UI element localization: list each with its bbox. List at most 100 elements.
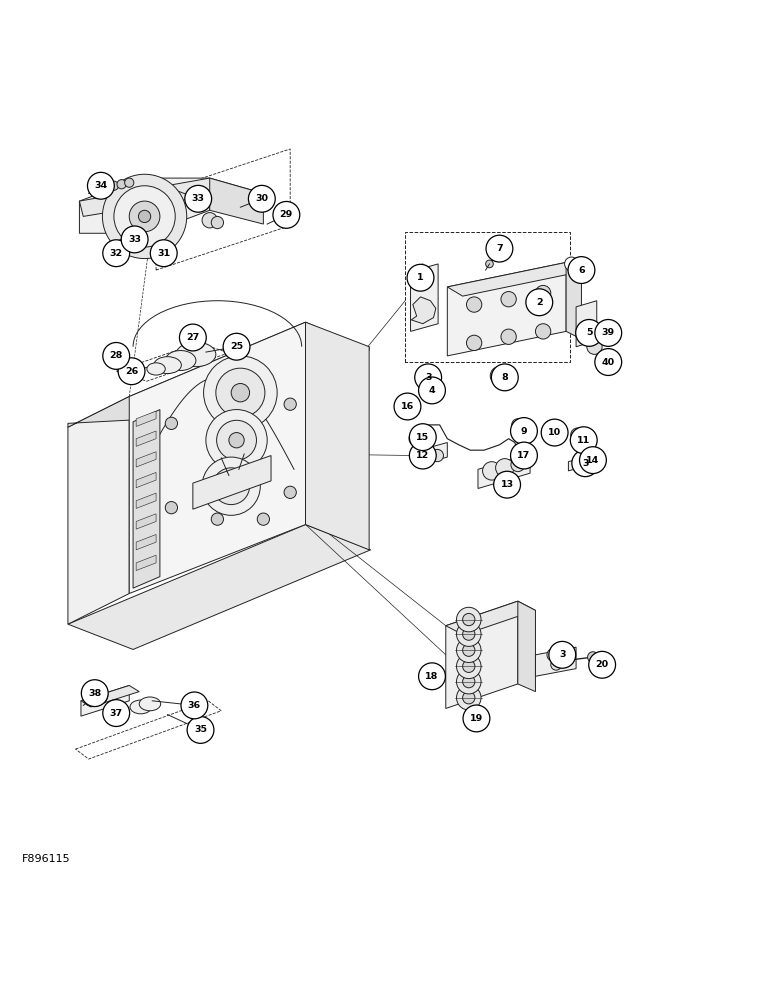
Polygon shape	[445, 601, 536, 635]
Circle shape	[202, 457, 260, 515]
Text: 16: 16	[401, 402, 414, 411]
Circle shape	[541, 419, 568, 446]
Circle shape	[496, 459, 514, 477]
Circle shape	[466, 297, 482, 312]
Circle shape	[179, 324, 206, 351]
Text: 19: 19	[470, 714, 483, 723]
Text: 34: 34	[94, 181, 107, 190]
Text: 20: 20	[595, 660, 608, 669]
Circle shape	[462, 692, 475, 704]
Circle shape	[582, 322, 604, 344]
Polygon shape	[136, 534, 156, 550]
Text: 3: 3	[582, 459, 588, 468]
Ellipse shape	[176, 342, 216, 367]
Circle shape	[231, 384, 249, 402]
Text: 18: 18	[425, 672, 438, 681]
Circle shape	[512, 419, 524, 431]
Text: 1: 1	[417, 273, 424, 282]
Circle shape	[103, 240, 130, 267]
Circle shape	[408, 404, 418, 415]
Text: 30: 30	[256, 194, 269, 203]
Polygon shape	[411, 297, 436, 324]
Circle shape	[81, 680, 108, 707]
Circle shape	[571, 428, 584, 442]
Polygon shape	[136, 411, 156, 426]
Circle shape	[409, 424, 436, 451]
Text: 17: 17	[517, 451, 530, 460]
Ellipse shape	[147, 363, 165, 375]
Circle shape	[204, 356, 277, 429]
Circle shape	[456, 607, 481, 632]
Circle shape	[229, 433, 244, 448]
Circle shape	[536, 324, 550, 339]
Circle shape	[415, 364, 442, 391]
Polygon shape	[156, 149, 290, 270]
Polygon shape	[80, 178, 263, 216]
Text: 4: 4	[428, 386, 435, 395]
Text: 36: 36	[188, 701, 201, 710]
Text: 32: 32	[110, 249, 123, 258]
Text: 40: 40	[601, 358, 615, 367]
Circle shape	[486, 235, 513, 262]
Polygon shape	[411, 264, 438, 331]
Text: 11: 11	[577, 436, 591, 445]
Circle shape	[273, 201, 300, 228]
Circle shape	[213, 468, 249, 505]
Circle shape	[103, 174, 187, 259]
Circle shape	[545, 420, 557, 433]
Circle shape	[422, 451, 435, 463]
Circle shape	[462, 613, 475, 626]
Circle shape	[165, 417, 178, 429]
Circle shape	[462, 660, 475, 672]
Circle shape	[568, 257, 595, 283]
Polygon shape	[133, 410, 160, 588]
Text: 6: 6	[578, 266, 584, 275]
Polygon shape	[68, 525, 371, 649]
Circle shape	[492, 364, 518, 391]
Polygon shape	[210, 178, 263, 224]
Text: 2: 2	[536, 298, 543, 307]
Circle shape	[595, 320, 621, 346]
Text: 27: 27	[186, 333, 199, 342]
Circle shape	[165, 502, 178, 514]
Circle shape	[87, 172, 114, 199]
Circle shape	[216, 368, 265, 417]
Circle shape	[482, 462, 501, 480]
Text: 39: 39	[601, 328, 615, 337]
Circle shape	[456, 622, 481, 646]
Circle shape	[587, 652, 598, 662]
Circle shape	[572, 450, 599, 477]
Polygon shape	[417, 443, 447, 466]
Polygon shape	[136, 472, 156, 488]
Polygon shape	[405, 232, 570, 362]
Circle shape	[249, 185, 276, 212]
Ellipse shape	[154, 357, 181, 374]
Circle shape	[151, 240, 177, 267]
Circle shape	[181, 692, 208, 719]
Text: 10: 10	[548, 428, 561, 437]
Circle shape	[103, 700, 130, 726]
Circle shape	[403, 400, 415, 413]
Circle shape	[407, 264, 434, 291]
Text: 25: 25	[230, 342, 243, 351]
Circle shape	[526, 289, 553, 316]
Text: 13: 13	[500, 480, 513, 489]
Circle shape	[202, 213, 218, 228]
Circle shape	[418, 372, 428, 383]
Circle shape	[536, 285, 550, 301]
Circle shape	[493, 471, 520, 498]
Circle shape	[574, 454, 589, 469]
Text: 37: 37	[110, 709, 123, 718]
Circle shape	[84, 692, 98, 706]
Circle shape	[466, 335, 482, 351]
Circle shape	[114, 186, 175, 247]
Circle shape	[185, 185, 212, 212]
Circle shape	[587, 339, 602, 354]
Circle shape	[284, 398, 296, 410]
Text: 3: 3	[559, 650, 566, 659]
Circle shape	[547, 649, 559, 661]
Polygon shape	[68, 322, 369, 427]
Circle shape	[580, 447, 606, 474]
Text: 8: 8	[502, 373, 508, 382]
Circle shape	[462, 644, 475, 656]
